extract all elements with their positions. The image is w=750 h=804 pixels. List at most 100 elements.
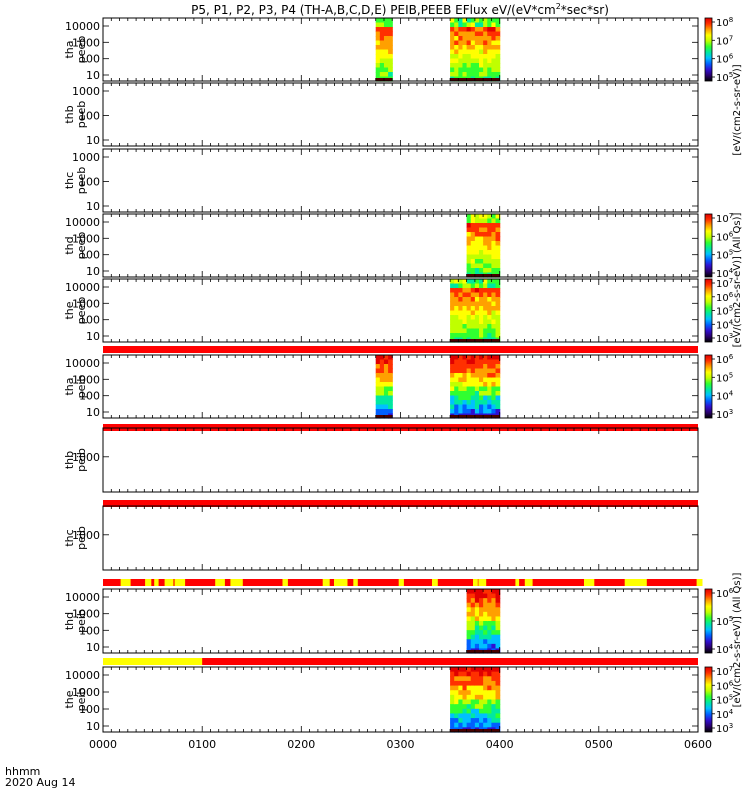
spectrogram-cell xyxy=(458,391,464,397)
spectrogram-cell xyxy=(466,245,472,251)
spectrogram-cell xyxy=(474,45,480,51)
spectrogram-cell xyxy=(474,241,480,247)
spectrogram-cell xyxy=(495,382,501,388)
spectrogram-cell xyxy=(479,27,484,33)
spectrogram-cell xyxy=(454,54,459,60)
y-tick-label: 10 xyxy=(86,330,100,343)
spectrogram-cell xyxy=(491,639,497,645)
spectrogram-cell xyxy=(388,359,393,365)
spectrogram-cell xyxy=(375,31,381,37)
spectrogram-cell xyxy=(383,67,389,73)
spectrogram-cell xyxy=(474,400,480,406)
status-seg xyxy=(215,579,225,586)
spectrogram-cell xyxy=(483,301,488,307)
spectrogram-cell xyxy=(479,355,484,361)
spectrogram-cell xyxy=(483,306,488,312)
panel-label-1: tha xyxy=(63,40,76,58)
spectrogram-cell xyxy=(466,602,472,608)
spectrogram-cell xyxy=(483,694,488,701)
spectrogram-cell xyxy=(495,324,501,330)
spectrogram-cell xyxy=(462,31,468,37)
spectrogram-cell xyxy=(495,598,501,604)
spectrogram-cell xyxy=(450,373,455,379)
spectrogram-cell xyxy=(470,310,476,316)
spectrogram-cell xyxy=(491,409,497,415)
spectrogram-cell xyxy=(375,409,381,415)
spectrogram-cell xyxy=(450,22,455,28)
spectrogram-cell xyxy=(466,377,472,383)
spectrogram-cell xyxy=(495,602,501,608)
spectrogram-cell xyxy=(487,625,492,631)
spectrogram-cell xyxy=(479,708,484,715)
panel-label-2: peeb xyxy=(75,167,88,195)
spectrogram-cell xyxy=(479,283,484,289)
spectrogram-cell xyxy=(450,694,455,701)
spectrogram-cell xyxy=(454,718,459,724)
spectrogram-cell xyxy=(470,699,476,705)
spectrogram-cell xyxy=(479,364,484,370)
spectrogram-cell xyxy=(483,680,488,687)
spectrogram-cell xyxy=(487,382,492,388)
spectrogram-cell xyxy=(454,386,459,392)
spectrogram-cell xyxy=(491,306,497,312)
spectrogram-cell xyxy=(458,713,464,719)
spectrogram-cell xyxy=(474,690,480,696)
status-bar-2 xyxy=(103,500,698,507)
spectrogram-cell xyxy=(479,598,484,604)
spectrogram-cell xyxy=(450,368,455,374)
spectrogram-cell xyxy=(470,667,476,673)
spectrogram-cell xyxy=(450,18,455,24)
spectrogram-cell xyxy=(450,297,455,303)
spectrogram-cell xyxy=(487,315,492,321)
spectrogram-cell xyxy=(470,18,476,24)
spectrogram-cell xyxy=(450,391,455,397)
spectrogram-cell xyxy=(491,49,497,55)
spectrogram-cell xyxy=(495,310,501,316)
spectrogram-cell xyxy=(470,643,476,650)
spectrogram-cell xyxy=(479,306,484,312)
spectrogram-cell xyxy=(495,333,501,339)
spectrogram-cell xyxy=(479,241,484,247)
spectrogram-cell xyxy=(470,671,476,677)
spectrogram-cell xyxy=(466,685,472,691)
spectrogram-cell xyxy=(375,382,381,388)
spectrogram-cell xyxy=(483,214,488,220)
spectrogram-cell xyxy=(450,306,455,312)
spectrogram-cell xyxy=(454,713,459,719)
spectrogram-cell xyxy=(466,18,472,24)
spectrogram-cell xyxy=(466,63,472,69)
spectrogram-cell xyxy=(466,283,472,289)
spectrogram-cell xyxy=(466,259,472,265)
spectrogram-cell xyxy=(450,685,455,691)
spectrogram-cell xyxy=(479,254,484,260)
spectrogram-cell xyxy=(495,386,501,392)
spectrogram-cell xyxy=(383,27,389,33)
y-tick-label: 1000 xyxy=(72,686,100,699)
spectrogram-cell xyxy=(383,386,389,392)
spectrogram-cell xyxy=(450,292,455,298)
colorbar-tick-label: 104 xyxy=(716,708,734,721)
spectrogram-cell xyxy=(379,364,385,370)
colorbar-tick-label: 105 xyxy=(716,371,733,384)
spectrogram-cell xyxy=(487,232,492,238)
spectrogram-cell xyxy=(495,391,501,397)
spectrogram-cell xyxy=(470,67,476,73)
spectrogram-cell xyxy=(479,324,484,330)
spectrogram-cell xyxy=(474,611,480,618)
spectrogram-cell xyxy=(379,359,385,365)
spectrogram-cell xyxy=(466,404,472,410)
spectrogram-cell xyxy=(450,404,455,410)
spectrogram-cell xyxy=(491,704,497,710)
spectrogram-cell xyxy=(388,67,393,73)
spectrogram-cell xyxy=(474,306,480,312)
spectrogram-cell xyxy=(491,391,497,397)
spectrogram-cell xyxy=(470,301,476,307)
spectrogram-cell xyxy=(458,377,464,383)
spectrogram-cell xyxy=(495,72,501,78)
spectrogram-cell xyxy=(487,409,492,415)
spectrogram-cell xyxy=(474,301,480,307)
spectrogram-cell xyxy=(474,607,480,613)
colorbar-tick-label: 105 xyxy=(716,615,733,628)
spectrogram-cell xyxy=(483,676,488,682)
spectrogram-cell xyxy=(379,45,385,51)
